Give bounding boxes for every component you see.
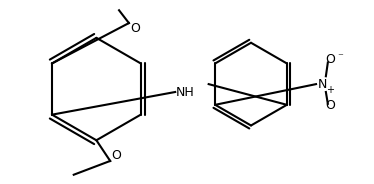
- Text: O: O: [325, 99, 335, 112]
- Text: N: N: [318, 78, 327, 91]
- Text: O: O: [111, 149, 121, 162]
- Text: ⁻: ⁻: [338, 53, 344, 63]
- Text: O: O: [130, 22, 140, 35]
- Text: NH: NH: [176, 86, 195, 100]
- Text: +: +: [326, 85, 334, 95]
- Text: O: O: [325, 53, 335, 66]
